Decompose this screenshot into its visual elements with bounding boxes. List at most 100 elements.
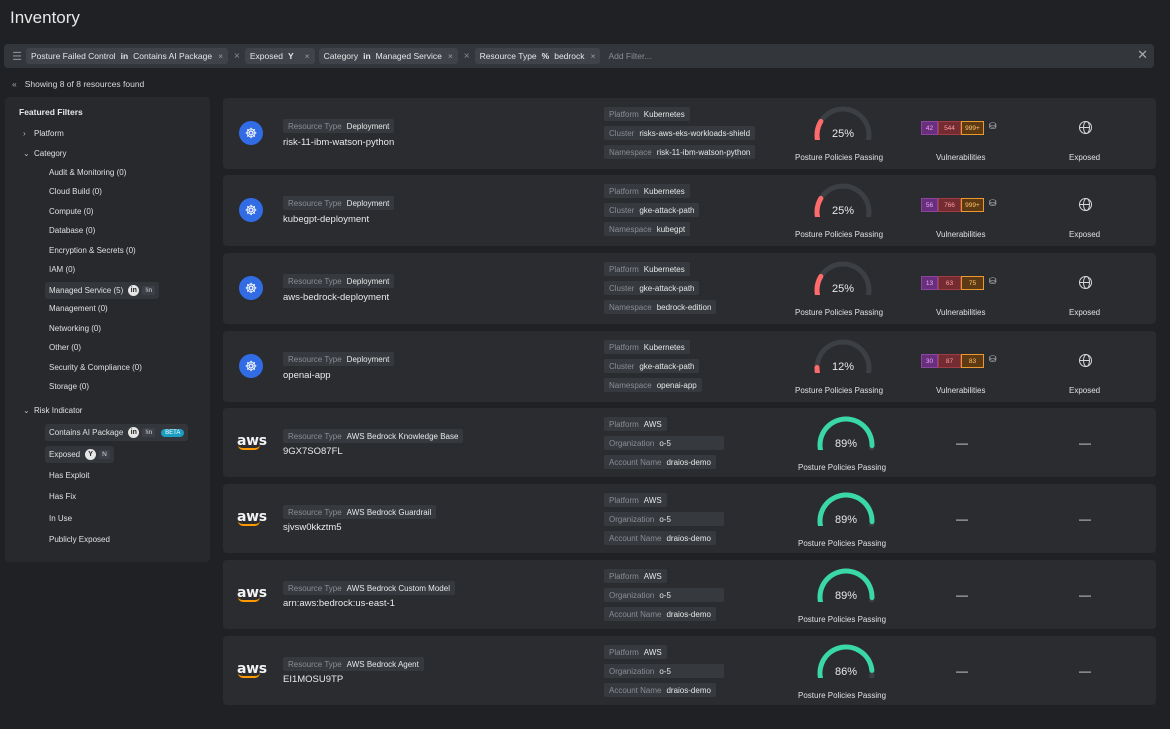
label: Resource Type xyxy=(288,507,342,517)
filter-chip-posture[interactable]: Posture Failed Control in Contains AI Pa… xyxy=(26,48,229,64)
risk-item-exposed[interactable]: Exposed Y N xyxy=(45,446,114,463)
risk-item[interactable]: Has Exploit xyxy=(49,471,89,480)
exposed-label: Exposed xyxy=(1069,386,1101,395)
aws-smile-icon xyxy=(238,445,260,450)
kubernetes-icon: ☸ xyxy=(239,354,263,378)
platform-tag: Platform Kubernetes xyxy=(604,262,690,276)
resource-card[interactable]: ☸ Resource Type Deployment openai-app Platfo… xyxy=(223,331,1156,402)
sidebar-item-platform[interactable]: › Platform xyxy=(23,129,64,138)
gauge-value xyxy=(817,492,875,536)
category-item[interactable]: Other (0) xyxy=(49,343,81,352)
label: Resource Type xyxy=(288,583,342,593)
value: gke-attack-path xyxy=(639,283,695,293)
risk-item[interactable]: Has Fix xyxy=(49,492,76,501)
category-item[interactable]: Storage (0) xyxy=(49,382,89,391)
vuln-critical-count: 13 xyxy=(921,276,938,290)
remove-filter-icon[interactable]: × xyxy=(590,51,596,61)
vulnerability-counts[interactable]: 30 87 83 ⛁ xyxy=(921,354,997,368)
resource-card[interactable]: aws Resource Type AWS Bedrock Custom Model… xyxy=(223,560,1156,629)
resource-name[interactable]: risk-11-ibm-watson-python xyxy=(283,137,395,148)
resource-name[interactable]: 9GX7SO87FL xyxy=(283,446,343,457)
vulnerability-counts[interactable]: 56 766 999+ ⛁ xyxy=(921,198,997,212)
label: Resource Type xyxy=(288,121,342,131)
risk-label: Publicly Exposed xyxy=(49,535,110,544)
category-item[interactable]: Compute (0) xyxy=(49,207,93,216)
cluster-tag: Cluster gke-attack-path xyxy=(604,203,700,217)
vuln-high-count: 87 xyxy=(938,354,961,368)
posture-label: Posture Policies Passing xyxy=(795,308,884,317)
remove-filter-icon[interactable]: × xyxy=(447,51,453,61)
sidebar-label: Platform xyxy=(34,129,64,138)
results-summary: « Showing 8 of 8 resources found xyxy=(12,79,144,89)
category-item[interactable]: IAM (0) xyxy=(49,265,75,274)
label: Resource Type xyxy=(288,431,342,441)
category-item[interactable]: Security & Compliance (0) xyxy=(49,363,142,372)
resource-card[interactable]: aws Resource Type AWS Bedrock Agent EI1MOSU… xyxy=(223,636,1156,705)
filter-icon[interactable]: ☰ xyxy=(12,50,22,63)
filter-bar[interactable]: ☰ Posture Failed Control in Contains AI … xyxy=(4,44,1154,68)
resource-name[interactable]: EI1MOSU9TP xyxy=(283,674,344,685)
posture-gauge xyxy=(813,414,879,460)
value: draios-demo xyxy=(666,609,711,619)
filter-chip-category[interactable]: Category in Managed Service × xyxy=(318,48,458,64)
resource-name[interactable]: arn:aws:bedrock:us-east-1 xyxy=(283,598,395,609)
resource-name[interactable]: sjvsw0kkztm5 xyxy=(283,522,342,533)
remove-filter-icon[interactable]: × xyxy=(218,51,224,61)
clear-filters-icon[interactable]: ✕ xyxy=(1137,47,1148,62)
posture-label: Posture Policies Passing xyxy=(795,386,884,395)
remove-filter-icon[interactable]: × xyxy=(463,50,470,62)
value: o-5 xyxy=(659,590,671,600)
risk-item[interactable]: Publicly Exposed xyxy=(49,535,110,544)
resource-card[interactable]: ☸ Resource Type Deployment kubegpt-deployme… xyxy=(223,175,1156,246)
yes-toggle[interactable]: Y xyxy=(85,449,97,460)
vulnerability-counts[interactable]: 13 63 75 ⛁ xyxy=(921,276,997,290)
resource-name[interactable]: openai-app xyxy=(283,370,331,381)
lock-icon: ⛁ xyxy=(989,121,997,131)
value: draios-demo xyxy=(666,533,711,543)
no-toggle[interactable]: N xyxy=(99,450,110,459)
category-item[interactable]: Management (0) xyxy=(49,304,108,313)
vulnerabilities-empty: — xyxy=(956,512,968,526)
filter-field: Posture Failed Control xyxy=(31,51,116,61)
not-in-toggle[interactable]: !in xyxy=(142,428,156,437)
resource-name[interactable]: aws-bedrock-deployment xyxy=(283,292,390,303)
resource-type-tag: Resource Type AWS Bedrock Knowledge Base xyxy=(283,429,464,443)
in-toggle[interactable]: in xyxy=(128,285,140,296)
sidebar-item-category[interactable]: ⌄ Category xyxy=(23,149,66,158)
risk-item-contains-ai[interactable]: Contains AI Package in !in BETA xyxy=(45,424,189,441)
category-item[interactable]: Encryption & Secrets (0) xyxy=(49,246,136,255)
filter-chip-resource-type[interactable]: Resource Type % bedrock × xyxy=(474,48,601,64)
category-item-selected[interactable]: Managed Service (5) in !in xyxy=(45,282,160,299)
label: Namespace xyxy=(609,302,652,312)
collapse-icon[interactable]: « xyxy=(12,79,17,89)
resource-card[interactable]: ☸ Resource Type Deployment risk-11-ibm-wats… xyxy=(223,98,1156,169)
posture-value: 86% xyxy=(834,666,858,678)
vulnerability-counts[interactable]: 42 544 999+ ⛁ xyxy=(921,121,997,135)
remove-filter-icon[interactable]: × xyxy=(234,50,240,62)
resource-card[interactable]: ☸ Resource Type Deployment aws-bedrock-depl… xyxy=(223,253,1156,324)
value: o-5 xyxy=(659,514,671,524)
filter-chip-exposed[interactable]: Exposed Y × xyxy=(244,48,315,64)
resource-card[interactable]: aws Resource Type AWS Bedrock Guardrail sjv… xyxy=(223,484,1156,553)
resource-type-tag: Resource Type AWS Bedrock Agent xyxy=(283,657,424,671)
kubernetes-icon: ☸ xyxy=(239,198,263,222)
vuln-medium-count: 75 xyxy=(961,276,984,290)
category-item[interactable]: Database (0) xyxy=(49,226,95,235)
category-item[interactable]: Audit & Monitoring (0) xyxy=(49,168,126,177)
sidebar-item-risk-indicator[interactable]: ⌄ Risk Indicator xyxy=(23,406,82,415)
not-in-toggle[interactable]: !in xyxy=(142,286,156,295)
resource-card[interactable]: aws Resource Type AWS Bedrock Knowledge Ba… xyxy=(223,408,1156,477)
aws-logo-text: aws xyxy=(237,661,267,677)
category-label: Encryption & Secrets (0) xyxy=(49,246,136,255)
add-filter-input[interactable]: Add Filter... xyxy=(608,51,652,61)
value: Kubernetes xyxy=(643,342,685,352)
posture-value: 89% xyxy=(834,514,858,526)
in-toggle[interactable]: in xyxy=(128,427,140,438)
risk-item[interactable]: In Use xyxy=(49,514,72,523)
resource-name[interactable]: kubegpt-deployment xyxy=(283,214,370,225)
category-item[interactable]: Cloud Build (0) xyxy=(49,187,102,196)
posture-gauge xyxy=(813,490,879,536)
category-item[interactable]: Networking (0) xyxy=(49,324,101,333)
filter-field: Category xyxy=(323,51,359,61)
remove-filter-icon[interactable]: × xyxy=(304,51,310,61)
